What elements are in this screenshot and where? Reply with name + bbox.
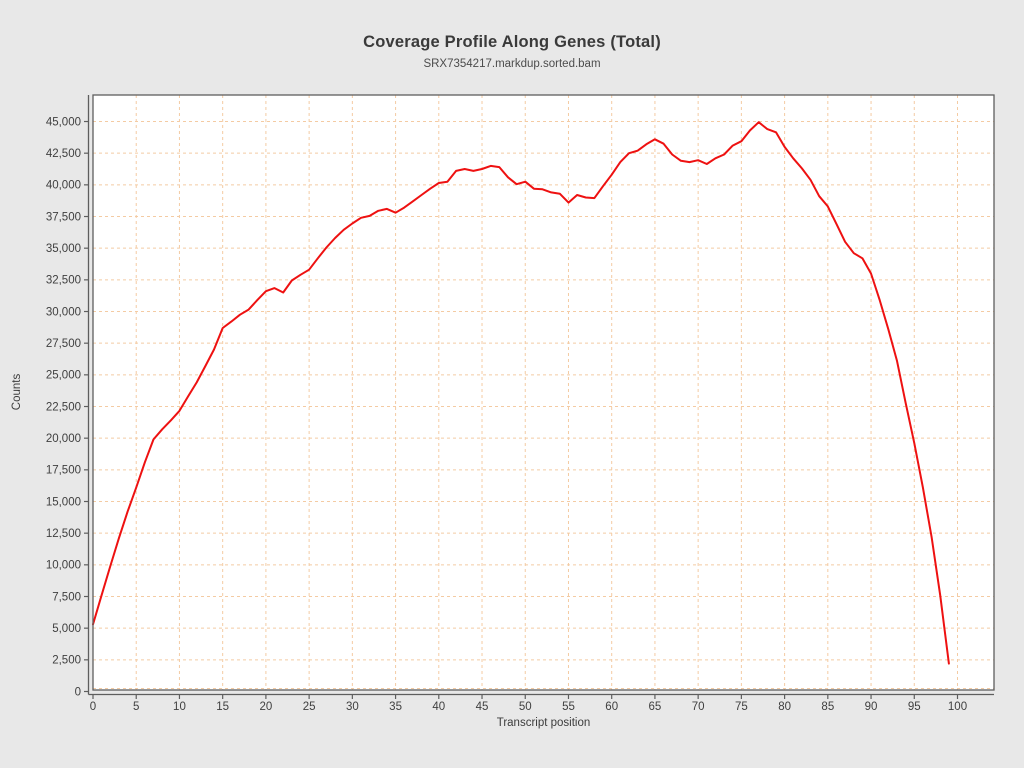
x-tick-label: 60 [605,701,618,713]
y-tick-label: 7,500 [52,591,81,603]
y-tick-label: 40,000 [46,180,81,192]
x-tick-label: 55 [562,701,575,713]
chart-title: Coverage Profile Along Genes (Total) [363,33,661,51]
x-tick-label: 5 [133,701,139,713]
y-tick-label: 25,000 [46,370,81,382]
plot-outline [92,94,995,691]
y-tick-label: 10,000 [46,560,81,572]
x-tick-label: 45 [476,701,489,713]
x-tick-label: 20 [260,701,273,713]
y-tick-label: 37,500 [46,211,81,223]
y-tick-label: 45,000 [46,116,81,128]
y-axis-title: Counts [11,373,23,411]
y-tick-label: 27,500 [46,338,81,350]
x-tick-label: 100 [948,701,967,713]
y-tick-label: 22,500 [46,401,81,413]
x-tick-label: 15 [216,701,229,713]
y-tick-label: 32,500 [46,275,81,287]
y-tick-label: 17,500 [46,465,81,477]
x-tick-label: 0 [90,701,96,713]
x-tick-label: 90 [865,701,878,713]
x-tick-label: 80 [778,701,791,713]
x-tick-label: 10 [173,701,186,713]
y-tick-label: 42,500 [46,148,81,160]
x-tick-label: 35 [389,701,402,713]
x-tick-label: 25 [303,701,316,713]
y-tick-label: 12,500 [46,528,81,540]
y-tick-label: 30,000 [46,306,81,318]
x-tick-label: 40 [432,701,445,713]
x-tick-label: 85 [821,701,834,713]
y-tick-label: 2,500 [52,655,81,667]
x-tick-label: 95 [908,701,921,713]
x-tick-label: 50 [519,701,532,713]
y-tick-label: 5,000 [52,623,81,635]
x-tick-label: 65 [649,701,662,713]
x-tick-label: 30 [346,701,359,713]
x-axis-title: Transcript position [496,717,591,729]
y-tick-label: 0 [75,686,81,698]
chart-subtitle: SRX7354217.markdup.sorted.bam [423,58,601,70]
y-tick-label: 35,000 [46,243,81,255]
x-tick-label: 75 [735,701,748,713]
y-tick-label: 20,000 [46,433,81,445]
y-tick-label: 15,000 [46,496,81,508]
x-tick-label: 70 [692,701,705,713]
coverage-line [92,121,950,665]
plot-background [93,95,994,690]
